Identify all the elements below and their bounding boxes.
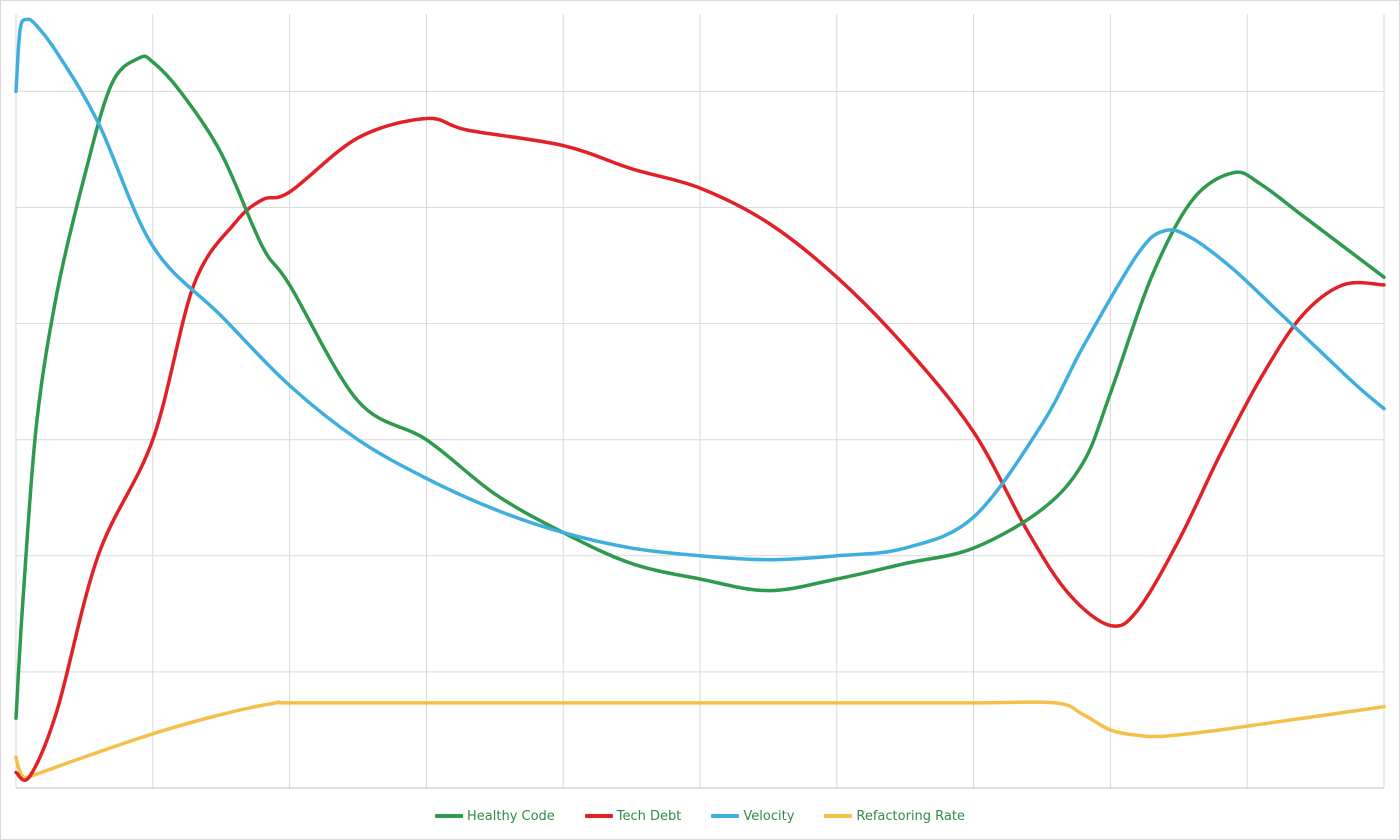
legend-item-refactoring-rate: Refactoring Rate — [824, 809, 965, 824]
legend-label-refactoring-rate: Refactoring Rate — [856, 808, 965, 824]
legend-label-tech-debt: Tech Debt — [616, 808, 682, 824]
series-line-velocity — [14, 17, 1386, 562]
legend-label-velocity: Velocity — [743, 808, 795, 824]
legend-swatch-refactoring-rate — [824, 814, 853, 818]
series-line-healthy-code — [14, 54, 1386, 721]
legend-label-healthy-code: Healthy Code — [467, 808, 555, 824]
series-line-tech-debt — [14, 116, 1386, 782]
legend-item-velocity: Velocity — [711, 809, 794, 824]
series-line-refactoring-rate — [14, 700, 1386, 780]
chart-legend: Healthy Code Tech Debt Velocity Refactor… — [0, 800, 1400, 832]
legend-swatch-velocity — [711, 814, 740, 818]
legend-swatch-healthy-code — [435, 814, 463, 818]
legend-item-healthy-code: Healthy Code — [435, 809, 555, 824]
chart-series — [14, 17, 1386, 782]
legend-swatch-tech-debt — [584, 814, 613, 818]
legend-item-tech-debt: Tech Debt — [584, 808, 682, 824]
